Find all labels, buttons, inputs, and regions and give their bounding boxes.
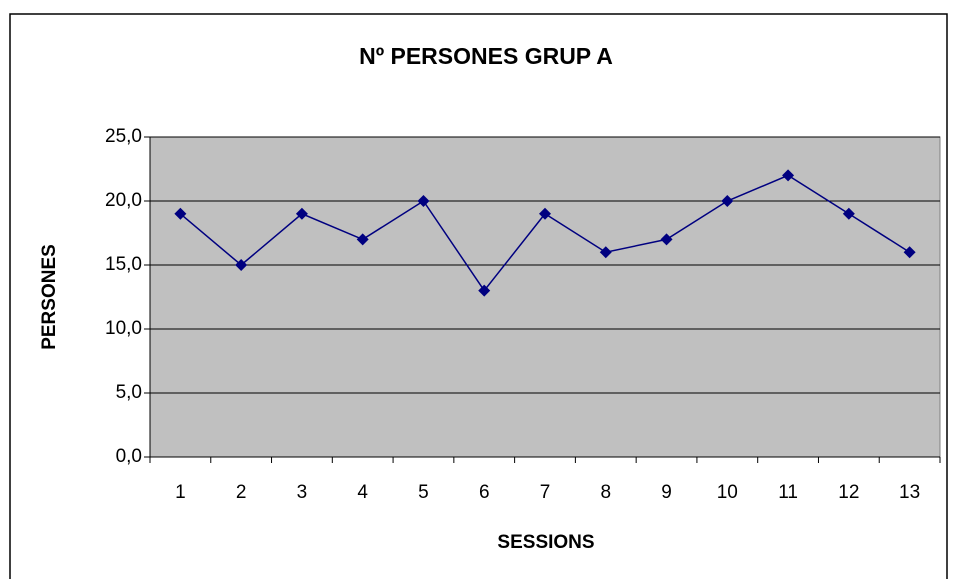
x-tick-label: 1 xyxy=(175,482,186,503)
data-marker xyxy=(782,169,795,182)
data-marker xyxy=(599,246,612,259)
data-marker xyxy=(660,233,673,246)
data-marker xyxy=(721,195,734,207)
chart-title: Nº PERSONES GRUP A xyxy=(359,43,613,69)
y-tick-label: 0,0 xyxy=(116,446,142,467)
x-axis-label: SESSIONS xyxy=(497,532,594,553)
y-tick-label: 10,0 xyxy=(105,318,142,339)
y-tick-label: 5,0 xyxy=(116,382,142,403)
plot-area xyxy=(149,136,941,458)
x-tick-label: 8 xyxy=(600,482,611,503)
x-tick-label: 4 xyxy=(357,482,368,503)
data-marker xyxy=(356,233,369,246)
data-marker xyxy=(903,246,916,259)
data-marker xyxy=(174,207,187,220)
data-marker xyxy=(295,207,308,220)
x-tick-label: 3 xyxy=(297,482,308,503)
data-marker xyxy=(842,207,855,220)
x-tick-label: 6 xyxy=(479,482,490,503)
y-tick-label: 15,0 xyxy=(105,254,142,275)
data-marker xyxy=(417,195,430,207)
data-marker xyxy=(478,284,491,297)
x-tick-label: 10 xyxy=(717,482,738,503)
y-tick-label: 25,0 xyxy=(105,126,142,147)
x-tick-label: 12 xyxy=(838,482,859,503)
data-marker xyxy=(235,259,248,271)
x-tick-label: 11 xyxy=(778,482,798,503)
x-tick-label: 7 xyxy=(540,482,551,503)
y-axis-label: PERSONES xyxy=(39,244,60,350)
x-tick-label: 9 xyxy=(661,482,672,503)
data-marker xyxy=(539,207,551,220)
x-tick-label: 5 xyxy=(418,482,429,503)
y-tick-label: 20,0 xyxy=(105,190,142,211)
x-tick-label: 2 xyxy=(236,482,247,503)
x-tick-label: 13 xyxy=(899,482,920,503)
